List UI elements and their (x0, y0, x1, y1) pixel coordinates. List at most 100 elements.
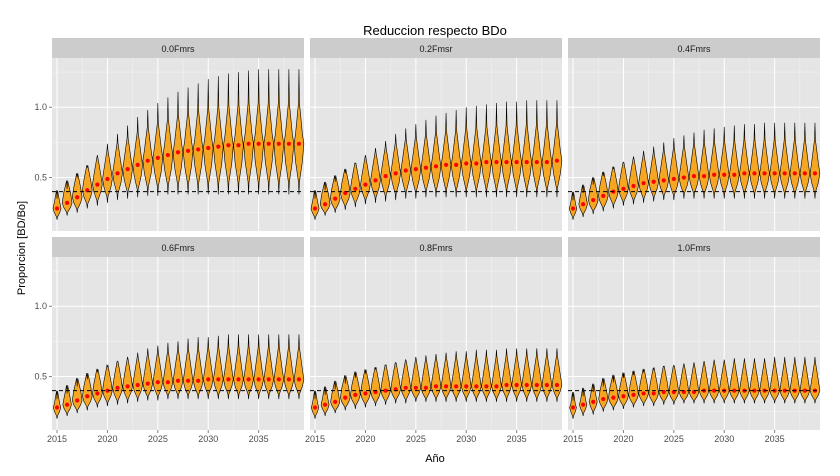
median-point (782, 388, 787, 393)
facet-panel: 1.0Fmrs 2015 2020 2025 2030 2035 (563, 237, 821, 444)
x-tick-label: 2025 (406, 434, 426, 444)
violin (62, 385, 72, 416)
facet-panel: 0.2Fmsr (310, 38, 563, 231)
median-point (155, 380, 160, 385)
median-point (312, 405, 318, 410)
violin (112, 360, 123, 405)
violin (213, 335, 224, 400)
median-point (323, 402, 328, 407)
violin (608, 374, 619, 411)
median-point (296, 141, 302, 146)
x-tick-label: 2020 (613, 434, 633, 444)
violin (122, 356, 133, 404)
median-point (256, 141, 261, 146)
facet-strip (568, 237, 820, 257)
median-point (494, 159, 499, 165)
median-point (155, 155, 160, 160)
violin (330, 380, 341, 414)
median-point (514, 159, 519, 165)
violin (749, 124, 760, 199)
violin (461, 107, 472, 198)
median-point (772, 171, 777, 176)
violin (739, 358, 750, 404)
median-point (454, 162, 459, 167)
violin (253, 69, 264, 195)
violin (203, 79, 214, 195)
violin (53, 390, 62, 419)
median-point (135, 382, 140, 388)
median-point (762, 171, 767, 176)
median-point (641, 391, 646, 396)
violin (152, 345, 164, 401)
violin (729, 358, 740, 404)
violin (648, 146, 659, 202)
violin (102, 143, 113, 203)
x-tick-label: 2015 (305, 434, 325, 444)
violin (531, 348, 543, 402)
violin (501, 101, 512, 198)
violin (698, 129, 710, 199)
median-point (504, 382, 509, 388)
violin (112, 133, 123, 201)
violin (223, 334, 234, 400)
violin (320, 386, 330, 416)
median-point (353, 186, 358, 191)
facet-strip-label: 1.0Fmrs (677, 243, 711, 253)
violin (719, 126, 730, 199)
violin (618, 372, 629, 409)
median-point (216, 377, 221, 382)
median-point (681, 175, 687, 180)
median-point (423, 385, 429, 390)
violin (52, 190, 62, 220)
violin (350, 162, 361, 208)
violin (142, 110, 153, 196)
facet-strip-label: 0.4Fmrs (677, 44, 711, 54)
median-point (591, 399, 596, 404)
violin (440, 352, 452, 402)
facet-strip (52, 237, 304, 257)
violin (162, 97, 174, 195)
median-point (782, 171, 787, 176)
violin (608, 166, 619, 209)
median-point (691, 174, 697, 179)
facet-strip-label: 0.0Fmrs (161, 44, 195, 54)
median-point (323, 202, 328, 207)
median-point (165, 380, 171, 385)
median-point (661, 178, 666, 183)
facet-strip (52, 38, 304, 58)
median-point (474, 384, 479, 389)
violin (521, 348, 532, 402)
facet-strip (568, 38, 820, 58)
x-tick-label: 2030 (456, 434, 476, 444)
violin (729, 125, 740, 199)
violin (192, 337, 204, 400)
median-point (621, 394, 626, 399)
violin (698, 361, 710, 404)
violin (273, 69, 285, 195)
median-point (570, 206, 576, 211)
violin (390, 133, 401, 201)
median-point (286, 141, 291, 146)
violin (799, 356, 811, 404)
violin (440, 112, 452, 198)
median-point (591, 197, 596, 203)
violin (213, 76, 224, 195)
facet-strip (310, 237, 562, 257)
median-point (236, 377, 241, 382)
facet-panel: 0.0Fmrs 0.5 1.0 (34, 38, 305, 231)
violin (579, 387, 588, 416)
facet-strip-label: 0.2Fmsr (419, 44, 452, 54)
median-point (494, 384, 499, 389)
violin (340, 168, 351, 210)
median-point (742, 171, 747, 176)
y-tick-label: 1.0 (34, 102, 47, 112)
violin (172, 91, 184, 195)
violin (799, 122, 811, 199)
median-point (333, 399, 338, 404)
violin (618, 161, 629, 206)
chart-title: Reduccion respecto BDo (363, 23, 507, 38)
median-point (206, 377, 211, 382)
x-tick-label: 2030 (714, 434, 734, 444)
violin (491, 349, 502, 402)
median-point (484, 159, 489, 165)
